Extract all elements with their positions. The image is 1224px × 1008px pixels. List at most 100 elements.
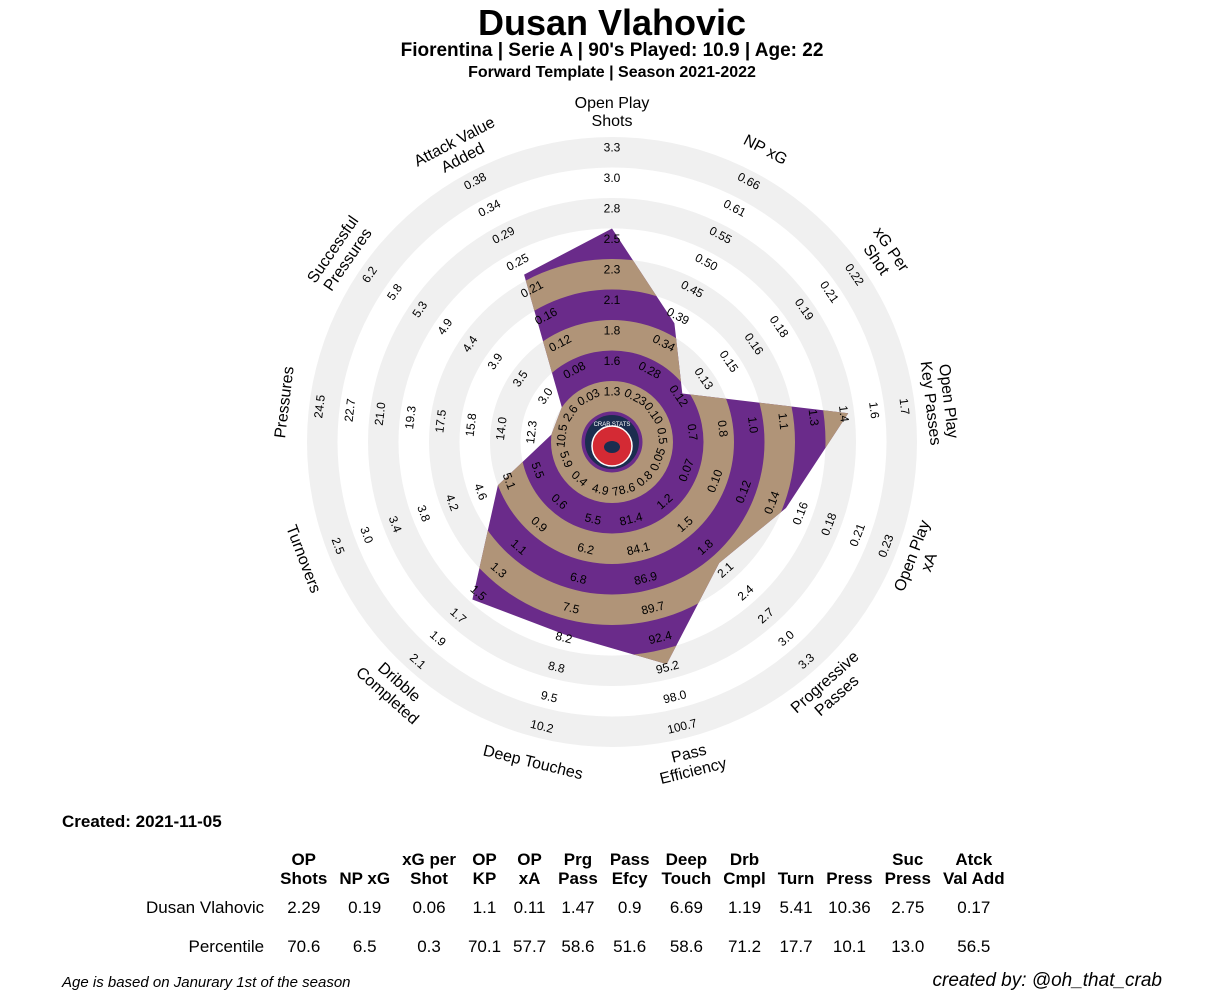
stats-row-label: Percentile: [188, 936, 265, 956]
radar-chart: 1.3 1.6 1.8 2.1 2.3 2.5 2.8 3.0 3.3 Open Play Shot…: [272, 95, 962, 788]
tick-label: 6.2: [576, 540, 596, 558]
tick-label: 1.6: [866, 401, 882, 420]
stats-cell: 58.6: [669, 936, 703, 956]
stats-cell: 58.6: [561, 936, 595, 956]
player-ring-band: [551, 381, 673, 503]
stats-cell: 57.7: [513, 936, 547, 956]
tick-label: 14.0: [493, 416, 510, 441]
stats-cell: 0.06: [412, 897, 446, 917]
age-footnote: Age is based on Janurary 1st of the seas…: [62, 974, 351, 991]
tick-label: 2.3: [604, 262, 621, 276]
tick-label: 6.8: [569, 570, 589, 588]
tick-label: 3.8: [414, 503, 433, 524]
axis-label: NP xG: [740, 132, 789, 169]
tick-label: 1.8: [604, 323, 621, 337]
tick-label: 21.0: [372, 401, 389, 426]
tick-label: 1.1: [775, 412, 791, 431]
tick-label: 1.0: [745, 416, 761, 435]
stats-column-header: Turn: [777, 869, 815, 888]
tick-label: 4.2: [443, 492, 462, 513]
tick-label: 0.7: [685, 423, 701, 442]
tick-label: 81.4: [618, 509, 644, 528]
tick-label: 78.6: [611, 480, 637, 499]
stats-cell: 0.17: [957, 897, 991, 917]
tick-label: 4.6: [471, 482, 490, 503]
tick-label: 2.4: [735, 582, 757, 604]
tick-label: 89.7: [640, 598, 666, 617]
stats-cell: 0.9: [617, 897, 642, 917]
tick-label: 3.0: [775, 627, 797, 649]
tick-label: 19.3: [402, 405, 419, 430]
tick-label: 95.2: [654, 658, 680, 677]
stats-column-header: Prg Pass: [558, 850, 598, 888]
tick-label: 24.5: [311, 394, 328, 419]
stats-column-header: Pass Efcy: [609, 850, 650, 888]
stats-cell: 10.1: [832, 936, 866, 956]
axis-label: Open PlayKey Passes: [917, 358, 962, 446]
tick-label: 98.0: [662, 687, 688, 706]
stats-column-header: Atck Val Add: [942, 850, 1005, 888]
stats-column-header: xG per Shot: [402, 850, 456, 888]
tick-label: 3.0: [604, 171, 621, 185]
tick-label: 0.5: [654, 427, 670, 446]
stats-cell: 0.19: [348, 897, 382, 917]
stats-column-header: OP KP: [472, 850, 497, 888]
stats-cell: 10.36: [828, 897, 871, 917]
stats-cell: 1.19: [727, 897, 762, 917]
tick-label: 1.3: [604, 384, 621, 398]
tick-label: 0.21: [847, 521, 868, 548]
stats-row-label: Dusan Vlahovic: [146, 897, 265, 917]
stats-row: Percentile 70.6 6.5 0.3 70.1 57.7 58.6 51.6 58.6…: [140, 927, 1011, 966]
template-season-subtitle: Forward Template | Season 2021-2022: [468, 64, 756, 81]
tick-label: 2.5: [604, 232, 621, 246]
tick-label: 0.8: [715, 419, 731, 438]
logo-text: CRAB STATS: [594, 422, 631, 428]
tick-label: 22.7: [342, 397, 359, 422]
tick-label: 1.9: [427, 628, 449, 650]
tick-label: 10.5: [553, 423, 570, 448]
stats-column-header: OP xA: [517, 850, 542, 888]
tick-label: 2.5: [329, 536, 348, 557]
axis-label: Pressures: [272, 365, 298, 439]
tick-label: 5.9: [557, 449, 576, 470]
stats-column-header: NP xG: [339, 869, 391, 888]
tick-label: 5.5: [583, 510, 603, 528]
axis-label: Turnovers: [282, 523, 323, 596]
stats-cell: 6.69: [669, 897, 703, 917]
stats-cell: 70.1: [467, 936, 502, 956]
tick-label: 8.2: [554, 629, 574, 647]
tick-label: 2.1: [604, 293, 621, 307]
stats-column-header: Press: [826, 869, 873, 888]
stats-column-header: Suc Press: [884, 850, 931, 888]
stats-row: Dusan Vlahovic 2.29 0.19 0.06 1.1 0.11 1.47 0.9…: [140, 888, 1011, 927]
stats-header-blank: [140, 846, 274, 888]
tick-label: 8.8: [547, 658, 567, 676]
tick-label: 1.4: [836, 405, 852, 424]
crab-icon: [604, 441, 620, 453]
tick-label: 15.8: [463, 412, 480, 437]
tick-label: 10.2: [529, 717, 555, 736]
credit-text: created by: @oh_that_crab: [932, 970, 1162, 991]
tick-label: 4.9: [591, 481, 611, 499]
tick-label: 5.1: [500, 471, 519, 492]
stats-header-row: OP Shots NP xG xG per Shot OP KP OP xA Prg Pass Pas…: [140, 846, 1011, 888]
tick-label: 3.3: [604, 140, 621, 154]
stats-cell: 0.3: [417, 936, 441, 956]
stats-cell: 0.11: [513, 897, 546, 917]
tick-label: 92.4: [647, 628, 673, 647]
stats-cell: 1.1: [472, 897, 497, 917]
stats-cell: 71.2: [727, 936, 762, 956]
stats-cell: 56.5: [957, 936, 991, 956]
tick-label: 0.16: [790, 500, 811, 527]
tick-label: 1.7: [896, 397, 912, 416]
stats-cell: 70.6: [287, 936, 321, 956]
tick-label: 3.0: [357, 525, 376, 546]
axis-label: PassEfficiency: [654, 738, 729, 788]
stats-cell: 13.0: [891, 936, 925, 956]
tick-label: 9.5: [539, 688, 559, 706]
stats-table: OP Shots NP xG xG per Shot OP KP OP xA Prg Pass Pas…: [140, 846, 1011, 966]
tick-label: 5.5: [528, 460, 547, 481]
stats-cell: 6.5: [352, 936, 377, 956]
tick-label: 12.3: [523, 419, 540, 444]
stats-column-header: Deep Touch: [661, 850, 712, 888]
